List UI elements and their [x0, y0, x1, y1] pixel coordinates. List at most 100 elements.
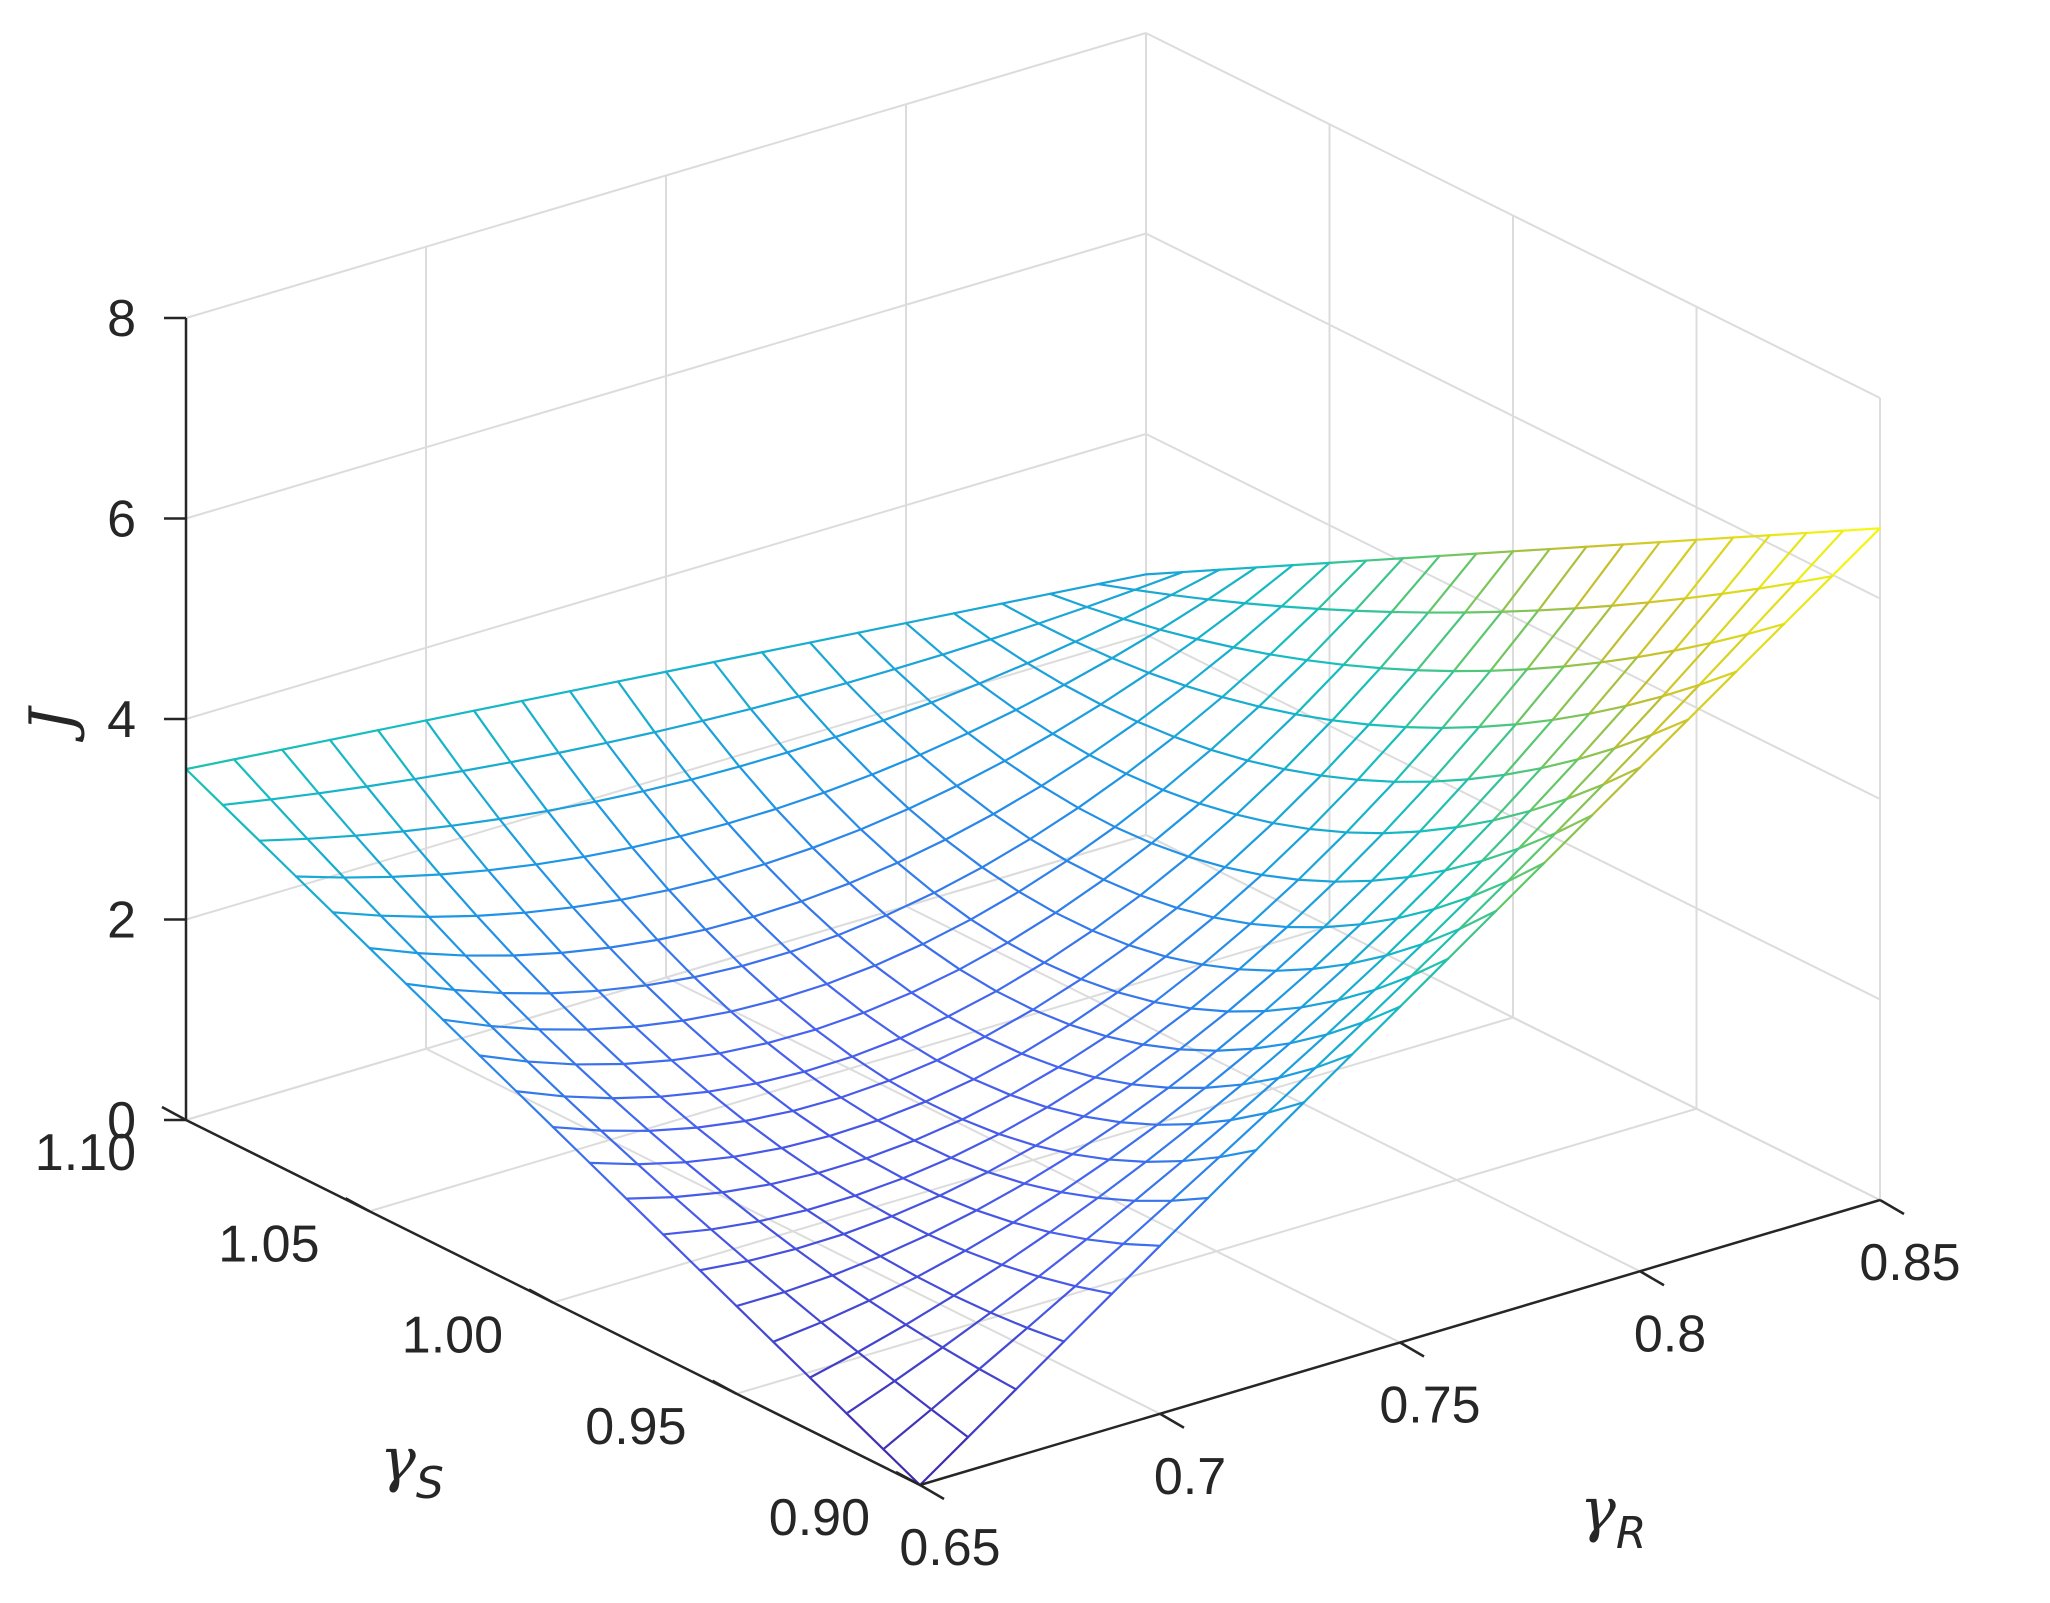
mesh-segment — [1421, 928, 1461, 946]
mesh-segment — [1037, 1238, 1088, 1278]
mesh-segment — [659, 1090, 710, 1098]
mesh-segment — [269, 798, 309, 840]
mesh-segment — [1492, 809, 1532, 822]
mesh-segment — [949, 1156, 989, 1174]
mesh-segment — [1732, 534, 1772, 539]
mesh-segment — [938, 1170, 989, 1197]
mesh-segment — [1170, 1156, 1221, 1202]
mesh-segment — [1122, 1199, 1173, 1245]
mesh-segment — [1404, 670, 1455, 729]
y-tick-label: 0.90 — [769, 1489, 870, 1547]
mesh-segment — [1384, 942, 1424, 957]
mesh-segment — [1158, 1196, 1210, 1247]
mesh-segment — [896, 838, 947, 864]
x-tick-label: 0.7 — [1154, 1448, 1226, 1506]
mesh-segment — [738, 751, 789, 768]
mesh-segment — [1144, 1123, 1196, 1163]
mesh-segment — [757, 1220, 797, 1251]
mesh-segment — [1672, 592, 1724, 652]
mesh-segment — [1489, 609, 1540, 672]
mesh-segment — [721, 1191, 761, 1223]
mesh-segment — [701, 719, 741, 768]
mesh-segment — [707, 1090, 747, 1123]
mesh-segment — [368, 946, 419, 955]
z-axis-label: J — [17, 705, 87, 743]
mesh-segment — [808, 1376, 848, 1415]
mesh-segment — [856, 621, 908, 634]
mesh-segment — [1624, 695, 1664, 708]
mesh-segment — [557, 751, 597, 803]
mesh-segment — [992, 784, 1043, 816]
mesh-segment — [588, 1161, 639, 1166]
mesh-segment — [1441, 725, 1481, 730]
mesh-segment — [1410, 957, 1450, 978]
mesh-segment — [1204, 1047, 1255, 1089]
mesh-segment — [1308, 827, 1348, 834]
mesh-segment — [1477, 668, 1529, 729]
mesh-segment — [1746, 622, 1786, 636]
mesh-segment — [803, 1055, 854, 1073]
mesh-segment — [1023, 1153, 1074, 1185]
mesh-segment — [743, 1119, 783, 1150]
grid-line — [185, 633, 1147, 921]
mesh-segment — [1551, 661, 1602, 722]
mesh-segment — [1266, 1066, 1317, 1114]
mesh-segment — [910, 991, 950, 1018]
mesh-segment — [1215, 1010, 1266, 1052]
mesh-segment — [969, 890, 1021, 921]
mesh-segment — [1221, 695, 1261, 708]
mesh-segment — [1127, 944, 1167, 958]
mesh-segment — [1108, 1158, 1148, 1163]
mesh-segment — [1283, 768, 1323, 777]
mesh-segment — [930, 1408, 970, 1439]
mesh-segment — [1418, 826, 1458, 833]
mesh-segment — [1328, 559, 1368, 564]
mesh-segment — [817, 1171, 857, 1197]
mesh-segment — [1096, 582, 1136, 591]
mesh-segment — [1365, 557, 1405, 562]
grid-line — [736, 1107, 1697, 1395]
mesh-segment — [989, 1311, 1029, 1330]
mesh-segment — [1252, 1042, 1292, 1050]
x-axis-label-subscript: R — [1616, 1508, 1647, 1559]
mesh-segment — [489, 1024, 541, 1031]
mesh-segment — [845, 668, 896, 685]
mesh-segment — [876, 1100, 927, 1122]
mesh-segment — [546, 809, 586, 858]
mesh-segment — [1235, 768, 1286, 816]
mesh-segment — [828, 1134, 868, 1160]
mesh-segment — [1517, 832, 1557, 850]
mesh-segment — [546, 800, 597, 813]
mesh-segment — [515, 1090, 555, 1129]
mesh-segment — [1362, 1005, 1402, 1024]
mesh-segment — [1096, 1160, 1148, 1200]
grid-line — [1145, 32, 1881, 399]
mesh-segment — [1079, 944, 1131, 981]
mesh-segment — [1034, 1115, 1085, 1147]
mesh-segment — [1319, 723, 1371, 777]
mesh-segment — [498, 809, 549, 821]
mesh-segment — [331, 911, 382, 917]
mesh-segment — [1418, 778, 1469, 833]
mesh-segment — [1480, 847, 1520, 863]
mesh-segment — [625, 1197, 665, 1236]
z-tick-label: 8 — [107, 290, 136, 348]
grid-line — [185, 834, 1147, 1121]
mesh-segment — [1221, 653, 1272, 699]
mesh-segment — [763, 862, 803, 903]
mesh-segment — [616, 680, 656, 734]
mesh-segment — [901, 1156, 953, 1180]
mesh-segment — [317, 792, 357, 837]
mesh-segment — [1565, 783, 1605, 801]
mesh-segment — [1636, 597, 1687, 659]
mesh-segment — [972, 1052, 1023, 1081]
mesh-segment — [1610, 601, 1650, 607]
y-tick-mark — [161, 1105, 187, 1122]
mesh-segment — [944, 838, 984, 869]
mesh-segment — [1525, 665, 1565, 671]
mesh-segment — [904, 1323, 944, 1349]
mesh-segment — [1514, 665, 1565, 726]
mesh-segment — [947, 1015, 987, 1038]
mesh-segment — [232, 748, 284, 761]
